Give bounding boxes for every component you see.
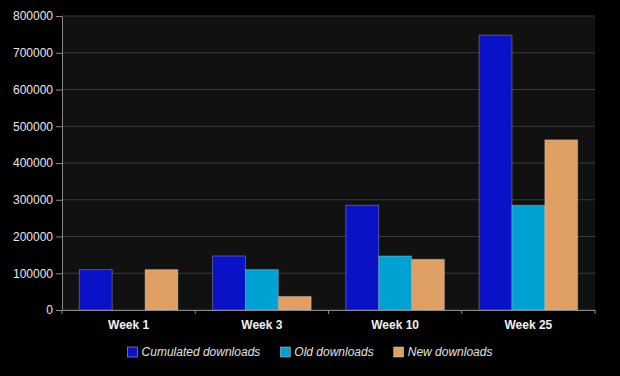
bar-series — [79, 35, 512, 310]
y-axis-line — [62, 17, 63, 311]
x-separator — [595, 310, 596, 314]
legend-label: Cumulated downloads — [142, 345, 261, 359]
bar — [112, 310, 145, 311]
x-separator — [328, 310, 329, 314]
bar — [245, 270, 278, 310]
x-separator — [195, 310, 196, 314]
legend-item: Cumulated downloads — [128, 345, 261, 359]
legend-item: Old downloads — [280, 345, 373, 359]
legend-swatch — [280, 347, 290, 357]
bar — [479, 35, 512, 310]
y-tick-mark — [56, 16, 62, 17]
x-tick-label: Week 3 — [241, 318, 282, 332]
y-tick-label: 0 — [46, 303, 53, 317]
y-tick-mark — [56, 273, 62, 274]
bar — [79, 270, 112, 310]
legend: Cumulated downloads Old downloads New down… — [128, 345, 493, 359]
y-tick-label: 200000 — [13, 230, 53, 244]
legend-swatch — [128, 347, 138, 357]
y-tick-mark — [56, 310, 62, 311]
grid-line — [62, 163, 595, 164]
y-tick: 200000 — [13, 230, 62, 244]
bar-series — [245, 205, 544, 310]
legend-label: New downloads — [408, 345, 493, 359]
y-tick: 800000 — [13, 9, 62, 23]
legend-swatch — [394, 347, 404, 357]
y-tick-mark — [56, 126, 62, 127]
x-tick: Week 10 — [371, 310, 419, 332]
grid — [62, 16, 595, 310]
plot-background — [62, 16, 595, 310]
x-tick-label: Week 25 — [504, 318, 552, 332]
y-tick-label: 500000 — [13, 120, 53, 134]
y-tick: 100000 — [13, 267, 62, 281]
bar — [379, 256, 412, 310]
x-tick-label: Week 1 — [108, 318, 149, 332]
bar — [145, 270, 178, 310]
y-tick-mark — [56, 237, 62, 238]
x-tick: Week 1 — [108, 310, 149, 332]
grid-line — [62, 16, 595, 17]
bars — [79, 35, 577, 310]
y-tick: 600000 — [13, 83, 62, 97]
x-axis: Week 1 Week 3 Week 10 Week 25 — [63, 310, 596, 332]
y-tick: 400000 — [13, 156, 62, 170]
x-separator — [62, 310, 63, 314]
y-tick-label: 800000 — [13, 9, 53, 23]
bar — [412, 259, 445, 310]
grid-line — [62, 126, 595, 127]
y-tick-mark — [56, 90, 62, 91]
x-separators — [62, 310, 595, 314]
legend-label: Old downloads — [294, 345, 373, 359]
x-tick: Week 25 — [504, 310, 552, 332]
legend-item: New downloads — [394, 345, 493, 359]
y-tick-label: 600000 — [13, 83, 53, 97]
bar — [213, 256, 246, 310]
bar — [278, 296, 311, 310]
bar — [346, 205, 379, 310]
bar — [545, 140, 578, 310]
y-tick-mark — [56, 200, 62, 201]
grid-line — [62, 52, 595, 53]
x-tick-label: Week 10 — [371, 318, 419, 332]
y-tick-mark — [56, 163, 62, 164]
grid-line — [62, 89, 595, 90]
grid-line — [62, 199, 595, 200]
y-tick-label: 400000 — [13, 156, 53, 170]
y-tick-mark — [56, 53, 62, 54]
bar-series — [145, 140, 578, 310]
bar — [512, 205, 545, 310]
y-tick: 300000 — [13, 193, 62, 207]
y-tick-label: 300000 — [13, 193, 53, 207]
y-axis: 0 100000 200000 300000 400000 500000 600000 700… — [13, 9, 63, 317]
y-tick-label: 700000 — [13, 46, 53, 60]
plot: 0 100000 200000 300000 400000 500000 600000 700… — [13, 9, 596, 331]
y-tick: 500000 — [13, 120, 62, 134]
x-tick: Week 3 — [241, 310, 282, 332]
y-tick: 0 — [46, 303, 62, 317]
x-separator — [461, 310, 462, 314]
y-tick: 700000 — [13, 46, 62, 60]
y-tick-label: 100000 — [13, 267, 53, 281]
chart: 0 100000 200000 300000 400000 500000 600000 700… — [0, 0, 620, 376]
